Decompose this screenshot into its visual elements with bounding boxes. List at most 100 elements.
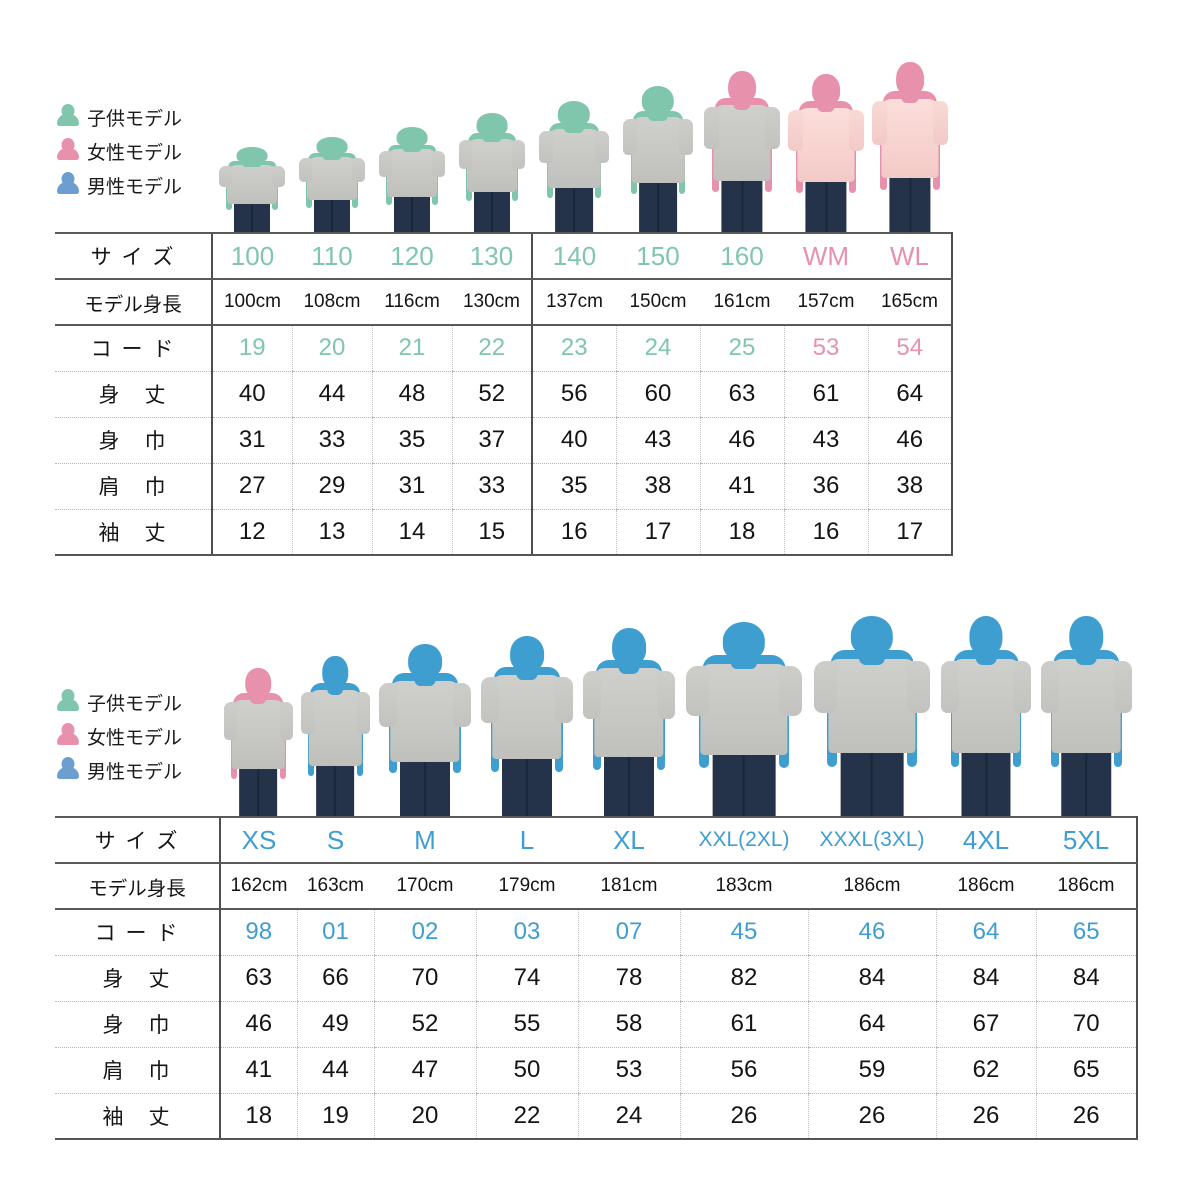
figure-head bbox=[396, 126, 428, 148]
figure-shoulders bbox=[233, 693, 284, 704]
code-value: 22 bbox=[451, 325, 532, 372]
size-header-M: M bbox=[374, 816, 476, 864]
model-figure-child bbox=[455, 113, 529, 232]
code-value: 54 bbox=[867, 325, 953, 372]
sleeve-length-value: 26 bbox=[807, 1093, 936, 1140]
shoulder-width-value: 33 bbox=[451, 463, 532, 510]
figure-shoulders bbox=[310, 683, 361, 695]
figure-head bbox=[728, 70, 756, 103]
figure-sleeve-right bbox=[554, 676, 573, 724]
row-label-body-width: 身 巾 bbox=[55, 1001, 220, 1048]
figure-collar bbox=[327, 689, 344, 695]
shoulder-width-value: 62 bbox=[935, 1047, 1036, 1094]
body-length-value: 56 bbox=[531, 371, 616, 418]
model-figure-child bbox=[375, 126, 449, 232]
figure-collar bbox=[618, 667, 640, 674]
size-header-150: 150 bbox=[616, 232, 700, 280]
sleeve-length-value: 19 bbox=[296, 1093, 374, 1140]
body-width-value: 55 bbox=[475, 1001, 578, 1048]
legend-item-child-model: 子供モデル bbox=[55, 685, 215, 719]
sleeve-length-value: 22 bbox=[475, 1093, 578, 1140]
legend-item-label: 子供モデル bbox=[87, 107, 183, 130]
legend-item-female-model: 女性モデル bbox=[55, 719, 215, 753]
size-header-S: S bbox=[297, 816, 374, 864]
figure-sleeve-right bbox=[932, 100, 948, 145]
shoulder-width-value: 35 bbox=[531, 463, 616, 510]
figure-head bbox=[510, 636, 544, 672]
legend-item-female-model: 女性モデル bbox=[55, 134, 215, 168]
figure-collar bbox=[322, 156, 342, 160]
figure-tshirt bbox=[797, 107, 855, 183]
code-value: 07 bbox=[577, 909, 680, 956]
sleeve-length-value: 15 bbox=[451, 509, 532, 556]
sleeve-length-value: 17 bbox=[615, 509, 700, 556]
table-row-model-height: モデル身長 162cm 163cm 170cm 179cm 181cm 183cm 186cm… bbox=[55, 863, 1138, 910]
size-header-XXXL3XL: XXXL(3XL) bbox=[808, 816, 936, 864]
figure-pants bbox=[501, 757, 552, 816]
figure-pants bbox=[712, 752, 776, 816]
female-model-icon bbox=[55, 137, 81, 165]
figure-collar bbox=[975, 658, 997, 665]
sleeve-length-value: 16 bbox=[783, 509, 868, 556]
figure-collar bbox=[516, 673, 538, 680]
code-value: 65 bbox=[1035, 909, 1138, 956]
figure-sleeve-right bbox=[595, 130, 609, 164]
figure-tshirt bbox=[713, 105, 771, 182]
figure-head bbox=[1069, 616, 1104, 656]
kids-size-chart-block: 子供モデル 女性モデル 男性モデル サ イ ズ 100 110 120 130 140 150 1… bbox=[0, 0, 1200, 580]
figure-sleeve-right bbox=[279, 701, 294, 740]
shoulder-width-value: 44 bbox=[296, 1047, 374, 1094]
body-length-value: 52 bbox=[451, 371, 532, 418]
body-width-value: 58 bbox=[577, 1001, 680, 1048]
model-height-value: 137cm bbox=[531, 279, 616, 326]
figure-shoulders bbox=[388, 144, 436, 152]
shoulder-width-value: 59 bbox=[807, 1047, 936, 1094]
sleeve-length-value: 26 bbox=[1035, 1093, 1138, 1140]
model-height-value: 116cm bbox=[372, 279, 452, 326]
body-width-value: 46 bbox=[219, 1001, 297, 1048]
figure-collar bbox=[250, 698, 267, 704]
sleeve-length-value: 18 bbox=[699, 509, 784, 556]
figure-head bbox=[316, 136, 348, 156]
figure-sleeve-right bbox=[272, 166, 286, 188]
adult-size-table: サ イ ズ XS S M L XL XXL(2XL) XXXL(3XL) 4XL 5XL モデル身長… bbox=[55, 816, 1138, 1140]
figure-tshirt bbox=[547, 129, 601, 189]
row-label-code: コ ー ド bbox=[55, 325, 212, 372]
figure-sleeve-right bbox=[1013, 661, 1032, 714]
model-figure-female bbox=[871, 62, 948, 232]
figure-head bbox=[476, 113, 508, 137]
figure-sleeve-left bbox=[1041, 661, 1059, 714]
shoulder-width-value: 41 bbox=[699, 463, 784, 510]
model-figure-male bbox=[300, 656, 371, 816]
code-value: 20 bbox=[291, 325, 372, 372]
figure-pants bbox=[313, 198, 350, 232]
figure-sleeve-right bbox=[848, 109, 864, 151]
size-header-WM: WM bbox=[784, 232, 868, 280]
size-header-XXL2XL: XXL(2XL) bbox=[680, 816, 808, 864]
figure-pants bbox=[639, 181, 677, 232]
model-height-value: 181cm bbox=[578, 863, 680, 910]
body-length-value: 66 bbox=[296, 955, 374, 1002]
figure-collar bbox=[242, 164, 262, 168]
figure-shoulders bbox=[633, 110, 683, 121]
figure-sleeve-right bbox=[452, 683, 471, 728]
figure-sleeve-right bbox=[352, 158, 366, 182]
sleeve-length-value: 24 bbox=[577, 1093, 680, 1140]
model-figure-child bbox=[295, 136, 369, 232]
legend-item-label: 男性モデル bbox=[87, 175, 183, 198]
model-figure-child bbox=[619, 85, 696, 232]
figure-head bbox=[812, 73, 840, 106]
shoulder-width-value: 36 bbox=[783, 463, 868, 510]
body-length-value: 61 bbox=[783, 371, 868, 418]
female-model-icon bbox=[55, 722, 81, 750]
row-label-code: コ ー ド bbox=[55, 909, 220, 956]
size-header-140: 140 bbox=[531, 232, 616, 280]
figure-pants bbox=[239, 767, 278, 816]
sleeve-length-value: 26 bbox=[679, 1093, 808, 1140]
figure-tshirt bbox=[309, 690, 362, 766]
figure-head bbox=[557, 101, 591, 128]
figure-sleeve-right bbox=[512, 140, 526, 170]
sleeve-length-value: 13 bbox=[291, 509, 372, 556]
code-value: 01 bbox=[296, 909, 374, 956]
table-row-body-width: 身 巾 31 33 35 37 40 43 46 43 46 bbox=[55, 417, 953, 464]
